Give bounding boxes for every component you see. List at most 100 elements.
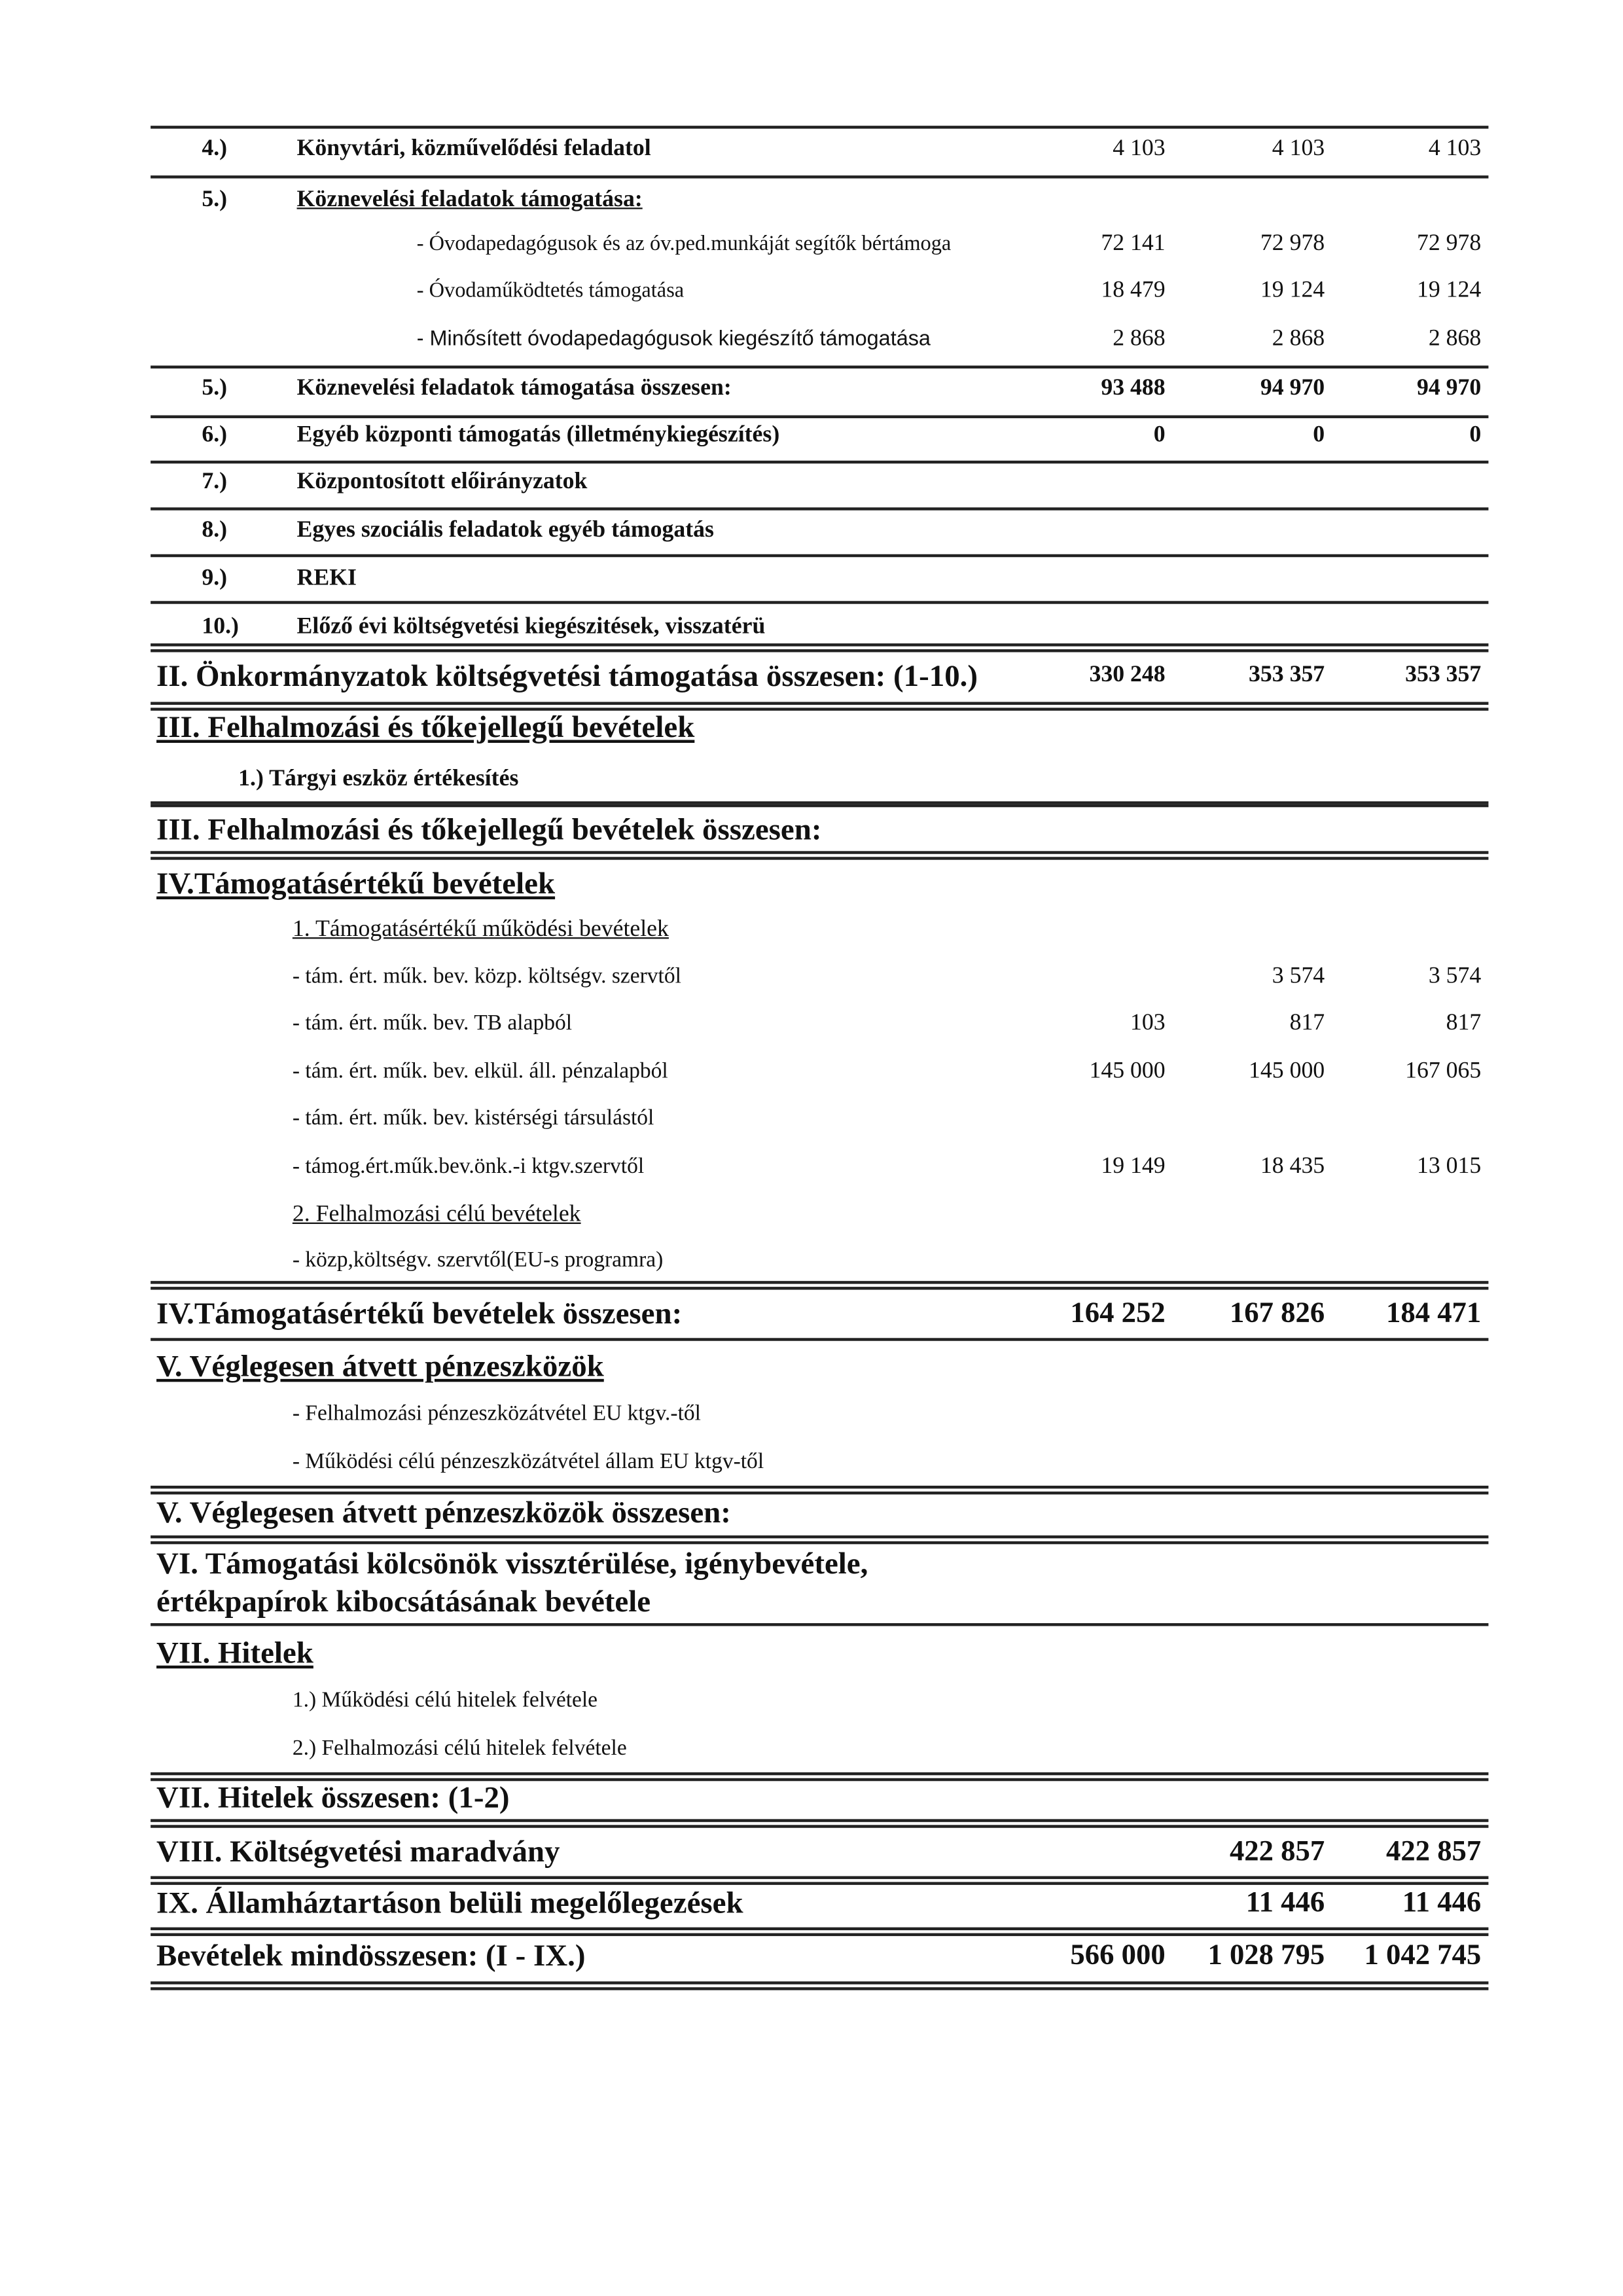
row-number: 4.) [202, 135, 228, 161]
row-label: Központosított előirányzatok [296, 469, 588, 495]
row-label: 2. Felhalmozási célú bevételek [292, 1202, 581, 1227]
table-row: - közp,költségv. szervtől(EU-s programra… [0, 1243, 1623, 1278]
row-label: - Óvodaműködtetés támogatása [416, 279, 685, 303]
row-label: IV.Támogatásértékű bevételek összesen: [156, 1295, 683, 1331]
table-rule [151, 1825, 1489, 1828]
table-rule [151, 851, 1489, 854]
table-row: értékpapírok kibocsátásának bevétele [0, 1584, 1623, 1619]
table-rule [151, 1485, 1489, 1489]
table-rule [151, 702, 1489, 705]
value-col-3: 72 978 [1416, 231, 1482, 256]
row-number: 9.) [202, 565, 228, 591]
value-col-3: 422 857 [1386, 1835, 1482, 1868]
value-col-1: 330 248 [1089, 662, 1166, 688]
row-label: Könyvtári, közművelődési feladatol [296, 135, 651, 161]
value-col-2: 353 357 [1249, 662, 1325, 688]
row-label: VIII. Költségvetési maradvány [156, 1833, 560, 1869]
value-col-3: 3 574 [1428, 963, 1482, 989]
table-row: II. Önkormányzatok költségvetési támogat… [0, 658, 1623, 693]
value-col-2: 1 028 795 [1207, 1939, 1325, 1971]
table-row: 1.) Tárgyi eszköz értékesítés [0, 762, 1623, 797]
table-row: - Működési célú pénzeszközátvétel állam … [0, 1444, 1623, 1480]
table-row: - Felhalmozási pénzeszközátvétel EU ktgv… [0, 1397, 1623, 1432]
table-row: 1.) Működési célú hitelek felvétele [0, 1683, 1623, 1719]
table-row: - tám. ért. műk. bev. kistérségi társulá… [0, 1101, 1623, 1136]
value-col-2: 11 446 [1245, 1886, 1325, 1919]
table-rule [151, 415, 1489, 418]
value-col-2: 94 970 [1260, 376, 1325, 401]
table-rule [151, 507, 1489, 511]
row-label: 1.) Tárgyi eszköz értékesítés [238, 766, 519, 791]
table-row: VII. Hitelek összesen: (1-2) [0, 1780, 1623, 1815]
value-col-3: 353 357 [1405, 662, 1482, 688]
value-col-3: 0 [1469, 422, 1482, 448]
row-label: - Óvodapedagógusok és az óv.ped.munkáját… [416, 232, 952, 256]
table-row: 8.) Egyes szociális feladatok egyéb támog… [0, 513, 1623, 548]
value-col-1: 19 149 [1101, 1153, 1166, 1179]
table-row: - Óvodapedagógusok és az óv.ped.munkáját… [0, 226, 1623, 262]
table-rule [151, 643, 1489, 647]
table-row: III. Felhalmozási és tőkejellegű bevétel… [0, 812, 1623, 847]
row-number: 5.) [202, 187, 228, 212]
table-row: 7.) Központosított előirányzatok [0, 465, 1623, 500]
table-row: 1. Támogatásértékű működési bevételek [0, 912, 1623, 948]
value-col-2: 18 435 [1260, 1153, 1325, 1179]
value-col-1: 103 [1130, 1010, 1166, 1035]
table-row: 2.) Felhalmozási célú hitelek felvétele [0, 1731, 1623, 1767]
value-col-2: 19 124 [1260, 278, 1325, 303]
table-rule [151, 1772, 1489, 1776]
row-label: 2.) Felhalmozási célú hitelek felvétele [292, 1737, 627, 1761]
value-col-3: 167 065 [1405, 1058, 1482, 1084]
table-rule [151, 1981, 1489, 1984]
value-col-2: 422 857 [1229, 1835, 1325, 1868]
value-col-2: 3 574 [1272, 963, 1325, 989]
table-rule [151, 1535, 1489, 1539]
value-col-2: 72 978 [1260, 231, 1325, 256]
table-rule [151, 1927, 1489, 1931]
value-col-1: 93 488 [1101, 376, 1166, 401]
value-col-3: 2 868 [1428, 326, 1482, 351]
table-rule [151, 1287, 1489, 1290]
row-number: 5.) [202, 376, 228, 401]
row-number: 8.) [202, 517, 228, 543]
row-label: - Felhalmozási pénzeszközátvétel EU ktgv… [292, 1402, 701, 1426]
table-row: IV.Támogatásértékű bevételek [0, 866, 1623, 901]
row-label: - tám. ért. műk. bev. közp. költségv. sz… [292, 965, 681, 989]
table-rule [151, 1933, 1489, 1937]
value-col-3: 94 970 [1416, 376, 1482, 401]
row-label: VII. Hitelek [156, 1634, 313, 1670]
table-rule [151, 365, 1489, 369]
row-label: Egyes szociális feladatok egyéb támogatá… [296, 517, 714, 543]
value-col-2: 145 000 [1249, 1058, 1325, 1084]
table-row: - tám. ért. műk. bev. közp. költségv. sz… [0, 960, 1623, 995]
row-label: II. Önkormányzatok költségvetési támogat… [156, 658, 978, 694]
value-col-1: 566 000 [1070, 1939, 1166, 1971]
table-rule [151, 1882, 1489, 1885]
table-row: III. Felhalmozási és tőkejellegű bevétel… [0, 709, 1623, 745]
row-label: - Működési célú pénzeszközátvétel állam … [292, 1450, 764, 1475]
table-row: - Minősített óvodapedagógusok kiegészítő… [0, 322, 1623, 357]
table-row: 4.) Könyvtári, közművelődési feladatol 4 1… [0, 132, 1623, 167]
row-label: - tám. ért. műk. bev. TB alapból [292, 1012, 573, 1035]
row-label: Előző évi költségvetési kiegészitések, v… [296, 614, 766, 639]
value-col-1: 72 141 [1101, 231, 1166, 256]
value-col-3: 11 446 [1402, 1886, 1482, 1919]
row-label: REKI [296, 565, 357, 591]
table-rule [151, 804, 1489, 808]
table-row: V. Véglegesen átvett pénzeszközök összes… [0, 1494, 1623, 1530]
table-row: - támog.ért.műk.bev.önk.-i ktgv.szervtől… [0, 1149, 1623, 1185]
value-col-1: 164 252 [1070, 1297, 1166, 1329]
value-col-1: 4 103 [1113, 135, 1166, 161]
table-rule [151, 175, 1489, 179]
table-row: Bevételek mindösszesen: (I - IX.) 566 000… [0, 1937, 1623, 1973]
row-number: 10.) [202, 614, 239, 639]
table-rule [151, 1987, 1489, 1990]
row-label: - támog.ért.műk.bev.önk.-i ktgv.szervtől [292, 1155, 645, 1179]
value-col-3: 19 124 [1416, 278, 1482, 303]
value-col-3: 817 [1446, 1010, 1482, 1035]
row-label: Köznevelési feladatok támogatása: [296, 187, 643, 212]
table-row: VIII. Költségvetési maradvány 422 857 422 … [0, 1834, 1623, 1869]
table-rule [151, 801, 1489, 804]
value-col-3: 13 015 [1416, 1153, 1482, 1179]
